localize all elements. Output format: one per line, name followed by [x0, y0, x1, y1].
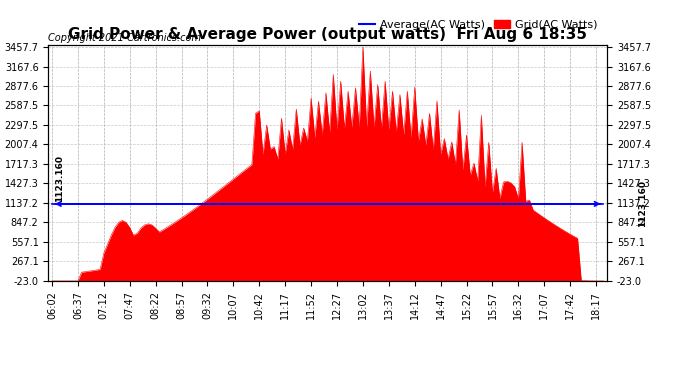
Legend: Average(AC Watts), Grid(AC Watts): Average(AC Watts), Grid(AC Watts) [354, 15, 602, 34]
Text: 1123.160: 1123.160 [638, 180, 647, 227]
Text: Copyright 2021 Cartronics.com: Copyright 2021 Cartronics.com [48, 33, 201, 43]
Title: Grid Power & Average Power (output watts)  Fri Aug 6 18:35: Grid Power & Average Power (output watts… [68, 27, 587, 42]
Text: 1123.160: 1123.160 [55, 155, 64, 202]
